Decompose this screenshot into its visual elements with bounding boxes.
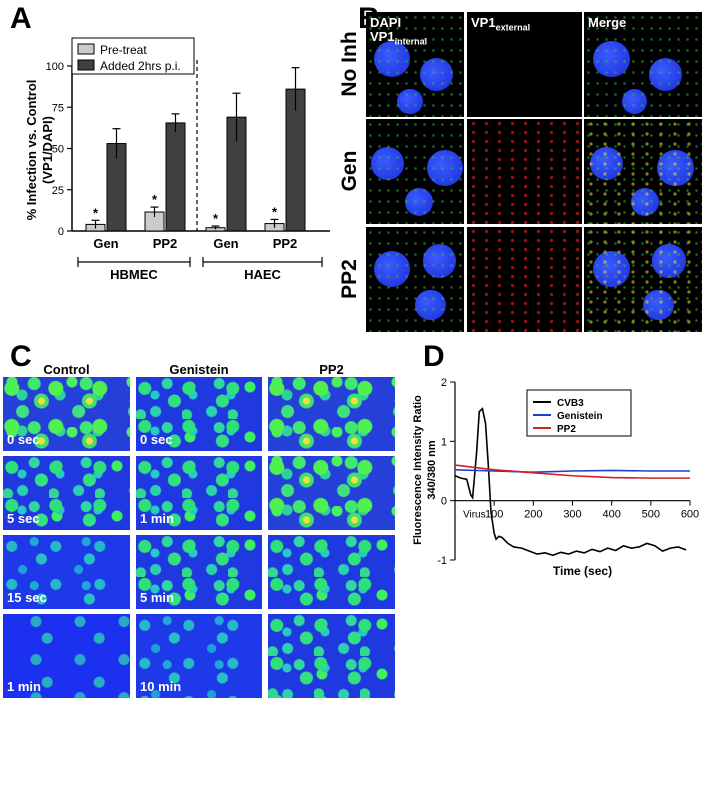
calcium-image-genistein-1: 0 sec	[136, 377, 262, 451]
timepoint-label: 5 min	[140, 590, 174, 605]
micrograph-gen-col3	[584, 119, 702, 224]
row-label: PP2	[338, 258, 361, 299]
channel-header: Merge	[588, 16, 626, 30]
timepoint-label: 10 min	[140, 679, 182, 694]
y-tick-label: 0	[58, 226, 64, 238]
x-category-label: Gen	[213, 236, 238, 251]
line-chart-fluorescence: -1 0 1 2 100 200 300 400 500 600 Virus Time (sec) Fl…	[412, 377, 699, 578]
timepoint-label: 1 min	[140, 511, 174, 526]
channel-header: VP1external	[471, 16, 530, 35]
red-puncta	[467, 227, 582, 332]
channel-name: Merge	[588, 15, 627, 30]
x-tick-label: 600	[681, 509, 699, 521]
calcium-image-pp2-1	[268, 377, 395, 451]
micrograph-gen-col2	[467, 119, 582, 224]
x-tick-label: 300	[563, 509, 581, 521]
micrograph-no-inh-col2: VP1external	[467, 12, 582, 117]
micrograph-pp2-col3	[584, 227, 702, 332]
yellow-puncta	[584, 119, 702, 224]
micrograph-no-inh-col3: Merge	[584, 12, 702, 117]
timepoint-label: 0 sec	[7, 432, 40, 447]
y-tick-label: 100	[46, 61, 64, 73]
channel-header: DAPI VP1internal	[370, 16, 427, 49]
panel-letter-a: A	[10, 2, 32, 35]
legend-swatch	[77, 59, 95, 71]
row-label: No Inh	[338, 30, 361, 97]
y-tick-label: 50	[52, 144, 64, 156]
series-line-pp2	[454, 464, 690, 479]
y-axis-label: % Infection vs. Control(VP1/DAPI)	[24, 80, 55, 221]
timepoint-label: 5 sec	[7, 511, 40, 526]
red-puncta	[467, 119, 582, 224]
legend-label: Genistein	[557, 411, 603, 422]
calcium-image-genistein-3: 5 min	[136, 535, 262, 609]
y-tick-label: 2	[441, 377, 447, 389]
micrograph-pp2-col2	[467, 227, 582, 332]
y-tick-label: -1	[437, 555, 447, 567]
calcium-image-control-4: 1 min	[3, 614, 130, 698]
green-puncta	[584, 12, 702, 117]
calcium-image-control-1: 0 sec	[3, 377, 130, 451]
legend-label: Added 2hrs p.i.	[100, 59, 181, 73]
significance-marker: *	[272, 204, 278, 219]
column-header: Control	[43, 362, 90, 377]
timepoint-label: 15 sec	[7, 590, 47, 605]
panel-letter-d: D	[423, 340, 445, 373]
micrograph-gen-col1	[366, 119, 464, 224]
calcium-image-pp2-2	[268, 456, 395, 530]
legend-label: CVB3	[557, 398, 584, 409]
x-tick-label: 500	[642, 509, 660, 521]
x-category-label: PP2	[273, 236, 298, 251]
bar	[165, 122, 186, 232]
channel-name: DAPI	[370, 15, 402, 30]
calcium-image-control-2: 5 sec	[3, 456, 130, 530]
series-line-genistein	[454, 469, 690, 473]
green-puncta	[366, 12, 464, 117]
legend-label: Pre-treat	[100, 43, 147, 57]
y-tick-label: 1	[441, 436, 447, 448]
x-category-label: PP2	[153, 236, 178, 251]
significance-marker: *	[152, 192, 158, 207]
channel-subscript: external	[495, 22, 531, 33]
calcium-image-pp2-3	[268, 535, 395, 609]
significance-marker: *	[93, 205, 99, 220]
yellow-puncta	[584, 227, 702, 332]
timepoint-label: 1 min	[7, 679, 41, 694]
y-tick-label: 75	[52, 102, 64, 114]
y-axis-label-line1: Fluorescence Intensity Ratio	[412, 395, 424, 545]
green-puncta	[366, 227, 464, 332]
bar-chart-infection: 0 25 50 75 100 % Infection vs. Control(VP1/DA…	[24, 37, 330, 282]
y-axis-label-line2: 340/380 nm	[426, 440, 438, 500]
column-header: PP2	[319, 362, 344, 377]
group-label: HBMEC	[110, 267, 158, 282]
series-line-cvb3	[454, 407, 687, 557]
channel-name: VP1	[471, 15, 496, 30]
micrograph-no-inh-col1: DAPI VP1internal	[366, 12, 464, 117]
x-tick-label: 100	[485, 509, 503, 521]
x-tick-label: 200	[524, 509, 542, 521]
significance-marker: *	[213, 211, 219, 226]
x-tick-label: 400	[602, 509, 620, 521]
y-tick-label: 0	[441, 496, 447, 508]
micrograph-pp2-col1	[366, 227, 464, 332]
legend-label: PP2	[557, 424, 576, 435]
y-tick-label: 25	[52, 185, 64, 197]
calcium-image-pp2-4	[268, 614, 395, 698]
virus-annotation: Virus	[463, 510, 486, 521]
calcium-image-control-3: 15 sec	[3, 535, 130, 609]
calcium-image-genistein-2: 1 min	[136, 456, 262, 530]
x-category-label: Gen	[93, 236, 118, 251]
column-header: Genistein	[169, 362, 229, 377]
legend-swatch	[77, 43, 95, 55]
green-puncta	[366, 119, 464, 224]
group-label: HAEC	[244, 267, 281, 282]
channel-subscript: internal	[394, 36, 428, 47]
panel-letter-c: C	[10, 340, 32, 373]
timepoint-label: 0 sec	[140, 432, 173, 447]
calcium-image-genistein-4: 10 min	[136, 614, 262, 698]
x-axis-label: Time (sec)	[553, 564, 612, 578]
channel-name: VP1	[370, 29, 395, 44]
row-label: Gen	[338, 150, 361, 191]
